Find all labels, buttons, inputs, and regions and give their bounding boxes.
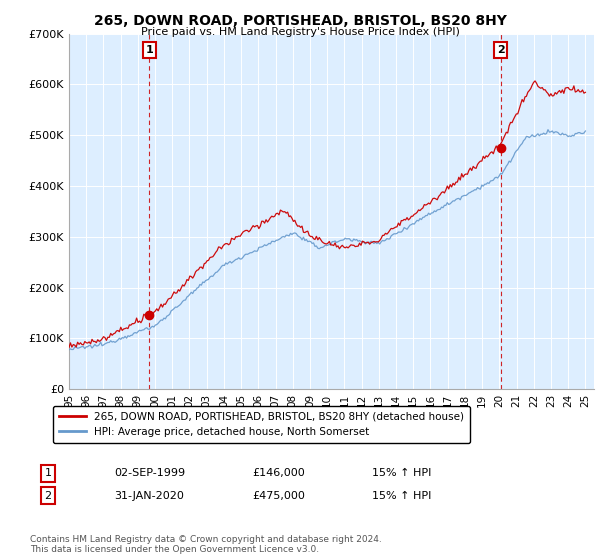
Text: Contains HM Land Registry data © Crown copyright and database right 2024.
This d: Contains HM Land Registry data © Crown c… (30, 535, 382, 554)
Text: £475,000: £475,000 (252, 491, 305, 501)
Text: 15% ↑ HPI: 15% ↑ HPI (372, 491, 431, 501)
Text: £146,000: £146,000 (252, 468, 305, 478)
Text: Price paid vs. HM Land Registry's House Price Index (HPI): Price paid vs. HM Land Registry's House … (140, 27, 460, 37)
Text: 2: 2 (44, 491, 52, 501)
Text: 02-SEP-1999: 02-SEP-1999 (114, 468, 185, 478)
Text: 2: 2 (497, 45, 505, 55)
Legend: 265, DOWN ROAD, PORTISHEAD, BRISTOL, BS20 8HY (detached house), HPI: Average pri: 265, DOWN ROAD, PORTISHEAD, BRISTOL, BS2… (53, 405, 470, 444)
Text: 1: 1 (44, 468, 52, 478)
Text: 1: 1 (146, 45, 153, 55)
Text: 265, DOWN ROAD, PORTISHEAD, BRISTOL, BS20 8HY: 265, DOWN ROAD, PORTISHEAD, BRISTOL, BS2… (94, 14, 506, 28)
Text: 15% ↑ HPI: 15% ↑ HPI (372, 468, 431, 478)
Text: 31-JAN-2020: 31-JAN-2020 (114, 491, 184, 501)
